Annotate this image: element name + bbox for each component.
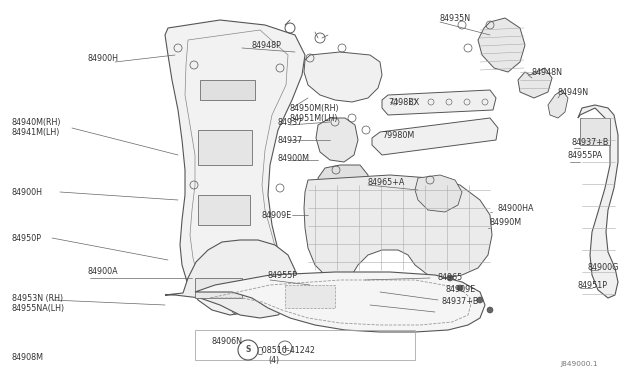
Text: 84965+A: 84965+A xyxy=(368,177,405,186)
Text: J849000.1: J849000.1 xyxy=(560,361,598,367)
Text: 84900M: 84900M xyxy=(278,154,310,163)
Circle shape xyxy=(238,340,258,360)
Polygon shape xyxy=(165,240,296,318)
Text: 84900H: 84900H xyxy=(88,54,119,62)
Text: 84953N (RH): 84953N (RH) xyxy=(12,294,63,302)
Circle shape xyxy=(447,275,453,281)
Polygon shape xyxy=(318,165,368,208)
Polygon shape xyxy=(285,285,335,308)
Text: 84955PA: 84955PA xyxy=(568,151,603,160)
Polygon shape xyxy=(200,80,255,100)
Text: 84906N: 84906N xyxy=(212,337,243,346)
Text: 84900A: 84900A xyxy=(88,267,118,276)
Polygon shape xyxy=(578,105,618,298)
Text: 79980M: 79980M xyxy=(382,131,414,140)
Text: 84900H: 84900H xyxy=(12,187,43,196)
Text: 84937: 84937 xyxy=(278,135,303,144)
Text: 84951M(LH): 84951M(LH) xyxy=(290,113,339,122)
Polygon shape xyxy=(478,18,525,72)
Text: 84941M(LH): 84941M(LH) xyxy=(12,128,60,137)
Text: 84900G: 84900G xyxy=(588,263,620,273)
Polygon shape xyxy=(304,52,382,102)
Polygon shape xyxy=(382,90,496,115)
Text: 84950M(RH): 84950M(RH) xyxy=(290,103,340,112)
Polygon shape xyxy=(580,118,610,145)
Text: 84940M(RH): 84940M(RH) xyxy=(12,118,61,126)
Text: S: S xyxy=(245,346,251,355)
Polygon shape xyxy=(372,118,498,155)
Polygon shape xyxy=(195,272,485,332)
Text: 84948P: 84948P xyxy=(252,41,282,49)
Text: 84950P: 84950P xyxy=(12,234,42,243)
Text: 84937+B: 84937+B xyxy=(442,298,479,307)
Text: 84900HA: 84900HA xyxy=(498,203,534,212)
Polygon shape xyxy=(518,68,552,98)
Polygon shape xyxy=(198,130,252,165)
Text: 84955P: 84955P xyxy=(268,270,298,279)
Text: Ⓜ08510-41242: Ⓜ08510-41242 xyxy=(258,346,316,355)
Text: 84937: 84937 xyxy=(278,118,303,126)
Text: 7498BX: 7498BX xyxy=(388,97,419,106)
Circle shape xyxy=(477,297,483,303)
Text: 84909E: 84909E xyxy=(262,211,292,219)
Text: 84909E: 84909E xyxy=(445,285,476,295)
Text: 84949N: 84949N xyxy=(558,87,589,96)
Text: (4): (4) xyxy=(268,356,279,365)
Text: 84955NA(LH): 84955NA(LH) xyxy=(12,304,65,312)
Text: 84937+B: 84937+B xyxy=(572,138,609,147)
Polygon shape xyxy=(415,175,462,212)
Text: 84908M: 84908M xyxy=(12,353,44,362)
Circle shape xyxy=(457,285,463,291)
Text: 84935N: 84935N xyxy=(440,13,471,22)
Polygon shape xyxy=(195,278,242,298)
Circle shape xyxy=(487,307,493,313)
Polygon shape xyxy=(548,90,568,118)
Text: 84990M: 84990M xyxy=(490,218,522,227)
Text: 84965: 84965 xyxy=(438,273,463,282)
Polygon shape xyxy=(304,175,492,280)
Text: 84951P: 84951P xyxy=(578,280,608,289)
Polygon shape xyxy=(316,118,358,162)
Text: 84948N: 84948N xyxy=(532,67,563,77)
Polygon shape xyxy=(165,20,305,315)
Polygon shape xyxy=(198,195,250,225)
